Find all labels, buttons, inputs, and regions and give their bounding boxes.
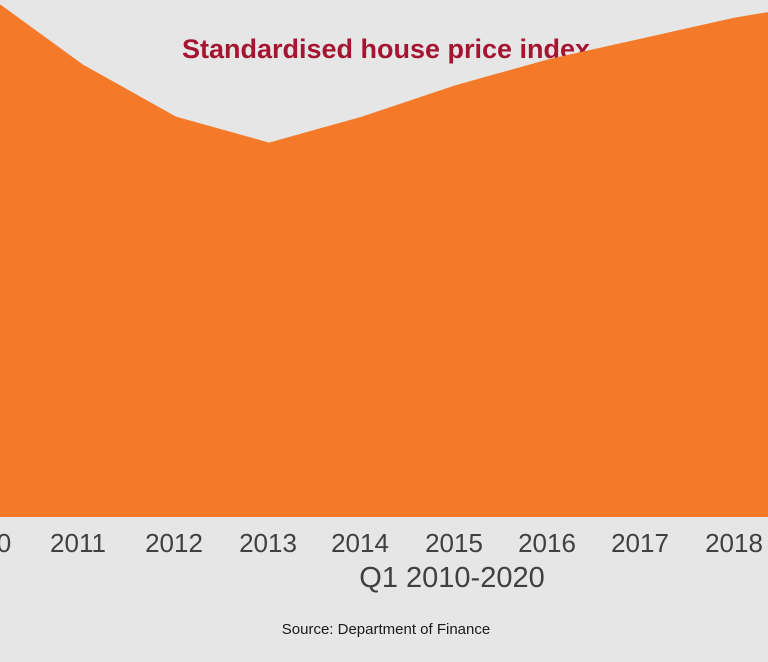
x-tick-label: 2013 <box>239 528 297 558</box>
area-fill <box>0 4 768 517</box>
x-tick-label: 2012 <box>145 528 203 558</box>
x-tick-label: 2016 <box>518 528 576 558</box>
x-tick-label: 2014 <box>331 528 389 558</box>
source-note: Source: Department of Finance <box>281 621 491 638</box>
x-tick-label: 2018 <box>705 528 763 558</box>
x-tick-label: 2011 <box>50 528 106 558</box>
x-tick-labels: 0 2011 2012 2013 2014 2015 2016 2017 2018 <box>0 528 763 558</box>
x-tick-label: 2017 <box>611 528 669 558</box>
x-axis-title: Q1 2010-2020 <box>359 562 545 594</box>
x-tick-label: 0 <box>0 528 11 558</box>
chart-title: Standardised house price index <box>181 34 591 64</box>
area-series <box>0 4 768 517</box>
x-tick-label: 2015 <box>425 528 483 558</box>
